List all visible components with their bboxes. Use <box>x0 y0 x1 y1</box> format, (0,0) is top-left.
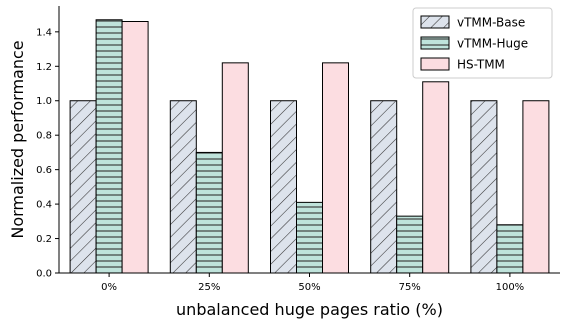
bar-hs-tmm-2 <box>322 62 349 274</box>
bar-hs-tmm-3 <box>422 81 450 274</box>
x-tick-label-4: 100% <box>496 282 525 293</box>
bar-vtmm-base-2 <box>270 100 297 274</box>
y-tick-label-1: 0.2 <box>36 234 52 245</box>
bar-hs-tmm-1 <box>221 62 249 274</box>
legend-label-1: vTMM-Huge <box>457 37 528 51</box>
bar-hs-tmm-0 <box>121 21 149 274</box>
legend-swatch-2 <box>420 57 450 71</box>
bar-vtmm-huge-1 <box>195 151 223 274</box>
bar-vtmm-huge-0 <box>95 19 123 274</box>
bar-vtmm-base-4 <box>470 100 498 274</box>
x-tick-label-2: 50% <box>298 282 320 293</box>
legend-swatch-1 <box>420 36 450 50</box>
bar-vtmm-huge-2 <box>296 201 323 274</box>
y-tick-label-0: 0.0 <box>36 269 52 280</box>
y-tick-label-7: 1.4 <box>36 27 52 38</box>
x-axis-title: unbalanced huge pages ratio (%) <box>176 300 443 319</box>
y-tick-label-5: 1.0 <box>36 96 52 107</box>
y-tick-label-6: 1.2 <box>36 62 52 73</box>
bar-vtmm-base-3 <box>370 100 398 274</box>
legend-swatch-0 <box>420 15 450 29</box>
y-tick-label-2: 0.4 <box>36 200 52 211</box>
bar-hs-tmm-4 <box>522 100 550 274</box>
x-tick-label-3: 75% <box>399 282 421 293</box>
bar-vtmm-huge-3 <box>396 215 424 274</box>
bar-vtmm-base-0 <box>69 100 97 274</box>
x-tick-label-0: 0% <box>101 282 117 293</box>
bar-vtmm-huge-4 <box>496 224 524 274</box>
y-tick-label-3: 0.6 <box>36 165 52 176</box>
y-tick-label-4: 0.8 <box>36 131 52 142</box>
x-tick-label-1: 25% <box>198 282 220 293</box>
bar-vtmm-base-1 <box>169 100 197 274</box>
y-axis-title: Normalized performance <box>8 40 27 238</box>
legend-label-0: vTMM-Base <box>457 16 525 30</box>
legend-label-2: HS-TMM <box>457 58 505 72</box>
